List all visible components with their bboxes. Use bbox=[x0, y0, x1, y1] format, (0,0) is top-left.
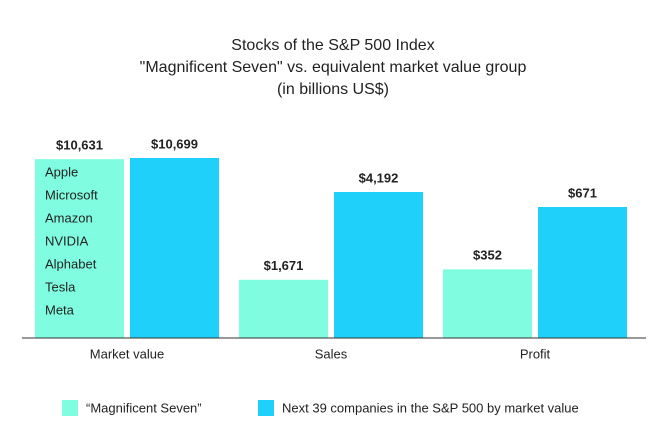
chart-subtitle: "Magnificent Seven" vs. equivalent marke… bbox=[140, 59, 527, 76]
value-label: $10,631 bbox=[56, 138, 103, 153]
value-label: $10,699 bbox=[151, 136, 198, 151]
legend-label: “Magnificent Seven” bbox=[86, 400, 202, 415]
value-label: $1,671 bbox=[264, 258, 304, 273]
value-label: $4,192 bbox=[359, 170, 399, 185]
annotation: Meta bbox=[45, 302, 75, 317]
annotation: Microsoft bbox=[45, 187, 98, 202]
x-tick-label: Profit bbox=[520, 346, 551, 361]
bar bbox=[130, 158, 219, 338]
chart-title: Stocks of the S&P 500 Index bbox=[231, 37, 434, 54]
bar bbox=[239, 279, 328, 338]
chart-subtitle: (in billions US$) bbox=[277, 81, 389, 98]
bar bbox=[443, 269, 532, 338]
bar bbox=[538, 207, 627, 338]
annotation: Tesla bbox=[45, 279, 76, 294]
annotation: NVIDIA bbox=[45, 233, 89, 248]
value-label: $671 bbox=[568, 185, 597, 200]
legend-swatch bbox=[62, 400, 78, 416]
value-label: $352 bbox=[473, 248, 502, 263]
bar bbox=[35, 159, 124, 338]
legend-label: Next 39 companies in the S&P 500 by mark… bbox=[282, 400, 579, 415]
annotation: Apple bbox=[45, 164, 78, 179]
annotation: Amazon bbox=[45, 210, 93, 225]
bar bbox=[334, 192, 423, 338]
x-tick-label: Sales bbox=[315, 346, 348, 361]
x-tick-label: Market value bbox=[90, 346, 164, 361]
annotation: Alphabet bbox=[45, 256, 97, 271]
legend-swatch bbox=[258, 400, 274, 416]
